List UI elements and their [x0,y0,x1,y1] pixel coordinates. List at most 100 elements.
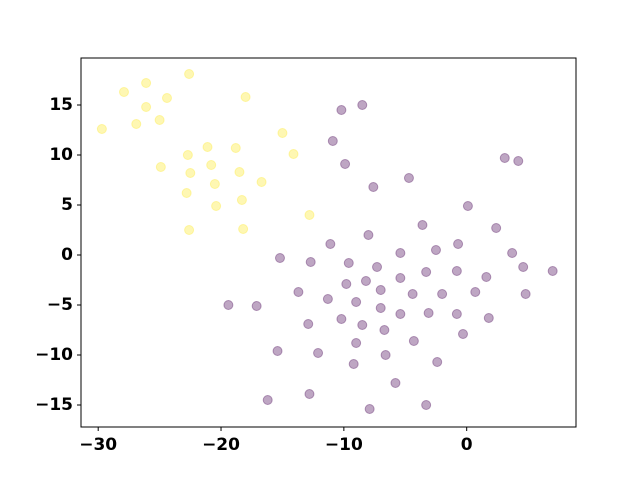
point [340,159,351,169]
point [322,294,333,304]
point [513,156,524,166]
point [421,267,432,277]
point [155,162,166,172]
point [451,266,462,276]
point [520,289,531,299]
point [251,301,262,311]
point [491,223,502,233]
point [256,177,267,187]
y-tick-label: 10 [49,145,73,165]
point [236,195,247,205]
point [395,248,406,258]
point [238,224,249,234]
point [417,220,428,230]
point [432,357,443,367]
point [363,230,374,240]
point [202,142,213,152]
point [423,308,434,318]
point [341,279,352,289]
point [274,253,285,263]
point [430,245,441,255]
point [304,389,315,399]
y-tick-label: 5 [61,195,73,215]
point [182,150,193,160]
point [357,100,368,110]
y-tick-label: −10 [35,345,73,365]
point [407,289,418,299]
point [364,404,375,414]
point [313,348,324,358]
point [375,303,386,313]
point [395,273,406,283]
point [390,378,401,388]
point [336,314,347,324]
x-tick-label: −10 [325,435,363,455]
point [277,128,288,138]
point [304,210,315,220]
point [234,167,245,177]
point [343,258,354,268]
point [462,201,473,211]
point [272,346,283,356]
point [351,297,362,307]
y-tick-label: 0 [61,245,73,265]
point [303,319,314,329]
point [457,329,468,339]
point [230,143,241,153]
point [181,188,192,198]
point [305,257,316,267]
point [437,289,448,299]
y-tick-label: −15 [35,395,73,415]
point [240,92,251,102]
point [421,400,432,410]
point [154,115,165,125]
point [499,153,510,163]
plot-frame [80,57,577,428]
point [518,262,529,272]
point [395,309,406,319]
point [451,309,462,319]
point [379,325,390,335]
point [547,266,558,276]
point [372,262,383,272]
point [375,285,386,295]
x-tick-label: −30 [79,435,117,455]
point [327,136,338,146]
point [293,287,304,297]
point [453,239,464,249]
x-tick-label: 0 [461,435,473,455]
point [380,350,391,360]
point [360,276,371,286]
point [118,87,129,97]
point [131,119,142,129]
point [288,149,299,159]
point [206,160,217,170]
point [403,173,414,183]
point [368,182,379,192]
point [481,272,492,282]
point [184,225,195,235]
point [325,239,336,249]
point [223,300,234,310]
point [470,287,481,297]
point [211,201,222,211]
point [141,78,152,88]
point [185,168,196,178]
point [262,395,273,405]
y-tick-label: 15 [49,95,73,115]
point [209,179,220,189]
point [357,320,368,330]
y-tick-label: −5 [47,295,73,315]
x-tick-label: −20 [202,435,240,455]
point [96,124,107,134]
point [507,248,518,258]
point [184,69,195,79]
point [408,336,419,346]
point [141,102,152,112]
point [348,359,359,369]
point [336,105,347,115]
point [161,93,172,103]
point [351,338,362,348]
